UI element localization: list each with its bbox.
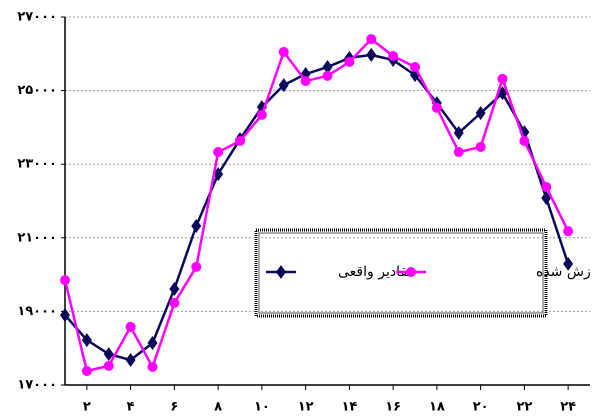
point (147, 336, 158, 351)
point (103, 347, 114, 362)
legend-marker (276, 265, 286, 279)
x-tick-label: ۴ (127, 400, 135, 415)
point (169, 297, 180, 308)
point (81, 333, 92, 348)
point (191, 261, 202, 272)
point (497, 73, 508, 84)
point (278, 46, 289, 57)
point (60, 308, 70, 323)
point (322, 70, 333, 81)
x-tick-label: ۲ (83, 400, 91, 415)
x-tick-label: ۱۴ (341, 400, 357, 415)
point (256, 109, 267, 120)
point (475, 141, 486, 152)
point (388, 51, 399, 62)
legend-marker (406, 267, 416, 277)
y-tick-label: ۲۳۰۰۰ (17, 157, 57, 172)
point (213, 147, 224, 158)
point (125, 352, 136, 367)
point (453, 125, 464, 140)
y-tick-label: ۲۵۰۰۰ (17, 83, 57, 98)
point (300, 76, 311, 87)
series-line (64, 53, 570, 362)
point (431, 102, 442, 113)
point (169, 281, 180, 296)
x-tick-label: ۱۰ (254, 400, 270, 415)
point (191, 219, 202, 234)
x-tick-label: ۶ (170, 400, 178, 415)
point (366, 34, 377, 45)
point (519, 136, 530, 147)
point (60, 275, 70, 286)
point (453, 147, 464, 158)
y-tick-label: ۲۷۰۰۰ (17, 10, 57, 25)
x-tick-label: ۲۲ (516, 400, 532, 415)
point (103, 360, 114, 371)
legend-label: مقادیر برازش شده (536, 264, 592, 280)
point (366, 47, 377, 62)
y-tick-label: ۱۹۰۰۰ (17, 304, 57, 319)
x-tick-label: ۱۶ (385, 400, 401, 415)
x-tick-label: ۲۰ (473, 400, 489, 415)
legend-border (258, 232, 544, 314)
point (410, 62, 420, 73)
point (125, 321, 136, 332)
point (322, 60, 333, 75)
point (235, 136, 245, 147)
x-tick-label: ۸ (214, 400, 222, 415)
point (147, 361, 158, 372)
point (278, 78, 289, 93)
point (81, 366, 92, 377)
legend-label: مقادیر واقعی (338, 264, 415, 280)
point (563, 256, 574, 271)
x-tick-label: ۲۴ (560, 400, 576, 415)
point (344, 56, 355, 67)
y-tick-label: ۲۱۰۰۰ (17, 230, 57, 245)
point (563, 226, 574, 237)
y-tick-label: ۱۷۰۰۰ (17, 378, 57, 393)
series-line (63, 37, 570, 373)
point (475, 106, 486, 121)
point (541, 182, 552, 193)
x-tick-label: ۱۲ (298, 400, 314, 415)
x-tick-label: ۱۸ (429, 400, 445, 415)
